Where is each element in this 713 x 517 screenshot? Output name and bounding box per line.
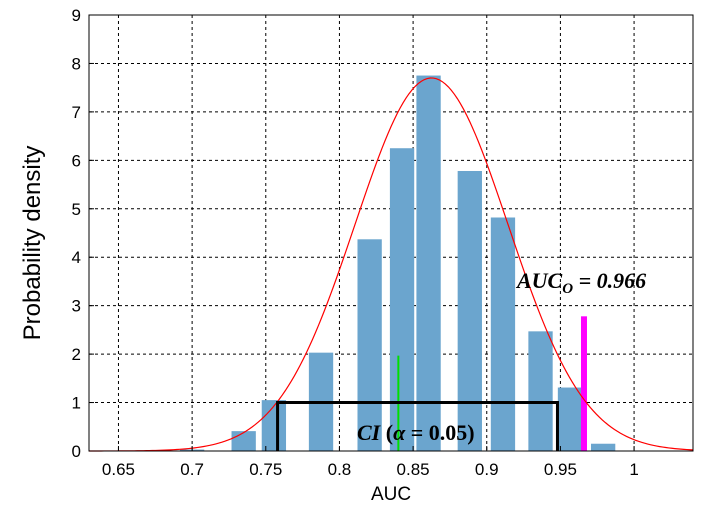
y-tick-label: 9 — [72, 6, 81, 25]
x-tick-label: 0.65 — [102, 460, 135, 479]
auc-observed-annotation: AUCO = 0.966 — [515, 268, 646, 297]
y-axis-label: Probability density — [19, 146, 46, 341]
y-tick-label: 7 — [72, 103, 81, 122]
y-tick-label: 6 — [72, 151, 81, 170]
auc-observed-base: AUC — [515, 268, 563, 293]
ci-open: ( — [380, 420, 393, 445]
plot-frame — [88, 14, 694, 452]
observed-auc-marker — [580, 316, 587, 451]
histogram-bar — [261, 400, 287, 451]
fit-curve — [89, 77, 694, 452]
histogram-bar — [389, 148, 415, 451]
histogram-bar — [528, 331, 553, 451]
auc-observed-subscript: O — [562, 281, 573, 297]
ci-box — [276, 401, 559, 451]
histogram-bar — [557, 387, 583, 451]
y-tick-label: 8 — [72, 54, 81, 73]
x-tick-label: 0.95 — [544, 460, 577, 479]
histogram-bar — [416, 75, 441, 452]
auc-observed-value: = 0.966 — [573, 268, 646, 293]
x-axis-label: AUC — [371, 484, 411, 505]
histogram-bar — [457, 170, 482, 452]
histogram-bar — [231, 431, 256, 451]
x-tick-label: 0.9 — [475, 460, 499, 479]
ci-annotation: CI (α = 0.05) — [357, 420, 475, 445]
x-tick-label: 0.7 — [180, 460, 204, 479]
histogram-bar — [490, 217, 516, 451]
bars — [179, 75, 616, 452]
y-tick-label: 5 — [72, 200, 81, 219]
x-tick-label: 0.85 — [397, 460, 430, 479]
ci-alpha: α — [393, 420, 406, 445]
x-tick-label: 1 — [629, 460, 638, 479]
histogram-bar — [357, 239, 382, 451]
y-tick-label: 2 — [72, 345, 81, 364]
x-tick-label: 0.75 — [249, 460, 282, 479]
ci-rest: = 0.05) — [405, 420, 474, 445]
y-tick-label: 0 — [72, 442, 81, 461]
tick-labels: 0.65 0.7 0.75 0.8 0.85 0.9 0.95 1 0 1 2 3 4 5 6 7 8 9 — [72, 6, 639, 479]
y-tick-label: 4 — [72, 248, 81, 267]
fit-curve-group — [89, 77, 694, 452]
histogram-bar — [590, 443, 616, 451]
ci-prefix: CI — [357, 420, 382, 445]
x-tick-label: 0.8 — [328, 460, 352, 479]
y-tick-label: 1 — [72, 394, 81, 413]
ci-group — [276, 401, 559, 451]
y-tick-label: 3 — [72, 297, 81, 316]
